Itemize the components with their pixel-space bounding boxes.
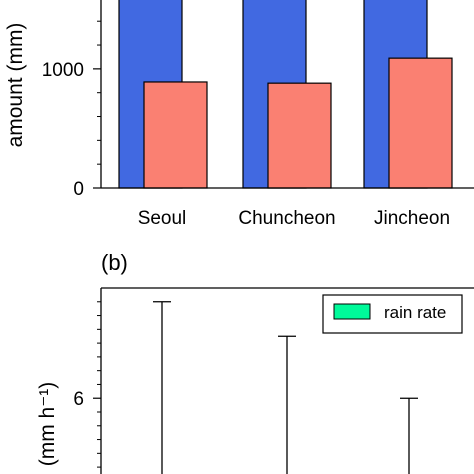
panel-a: 0 1000 Seoul Chuncheon Jincheon xyxy=(42,0,474,229)
category-label-jincheon: Jincheon xyxy=(374,208,450,229)
panel-a-ytick-label: 1000 xyxy=(42,60,84,81)
panel-b: 6 rain rate xyxy=(73,287,474,474)
bar-salmon-jincheon xyxy=(388,57,453,189)
panel-b-title: (b) xyxy=(101,250,128,275)
legend-swatch xyxy=(333,303,371,320)
category-label-chuncheon: Chuncheon xyxy=(238,208,335,229)
panel-a-ylabel: amount (mm) xyxy=(4,23,27,148)
legend: rain rate xyxy=(322,294,463,334)
legend-label: rain rate xyxy=(384,303,446,322)
bar-salmon-seoul xyxy=(143,81,208,189)
bar-salmon-chuncheon xyxy=(267,82,332,189)
panel-a-ytick-label: 0 xyxy=(73,179,84,200)
panel-b-ylabel: (mm h⁻¹) xyxy=(36,382,59,467)
category-label-seoul: Seoul xyxy=(138,208,187,229)
panel-b-ytick-label: 6 xyxy=(73,389,84,410)
